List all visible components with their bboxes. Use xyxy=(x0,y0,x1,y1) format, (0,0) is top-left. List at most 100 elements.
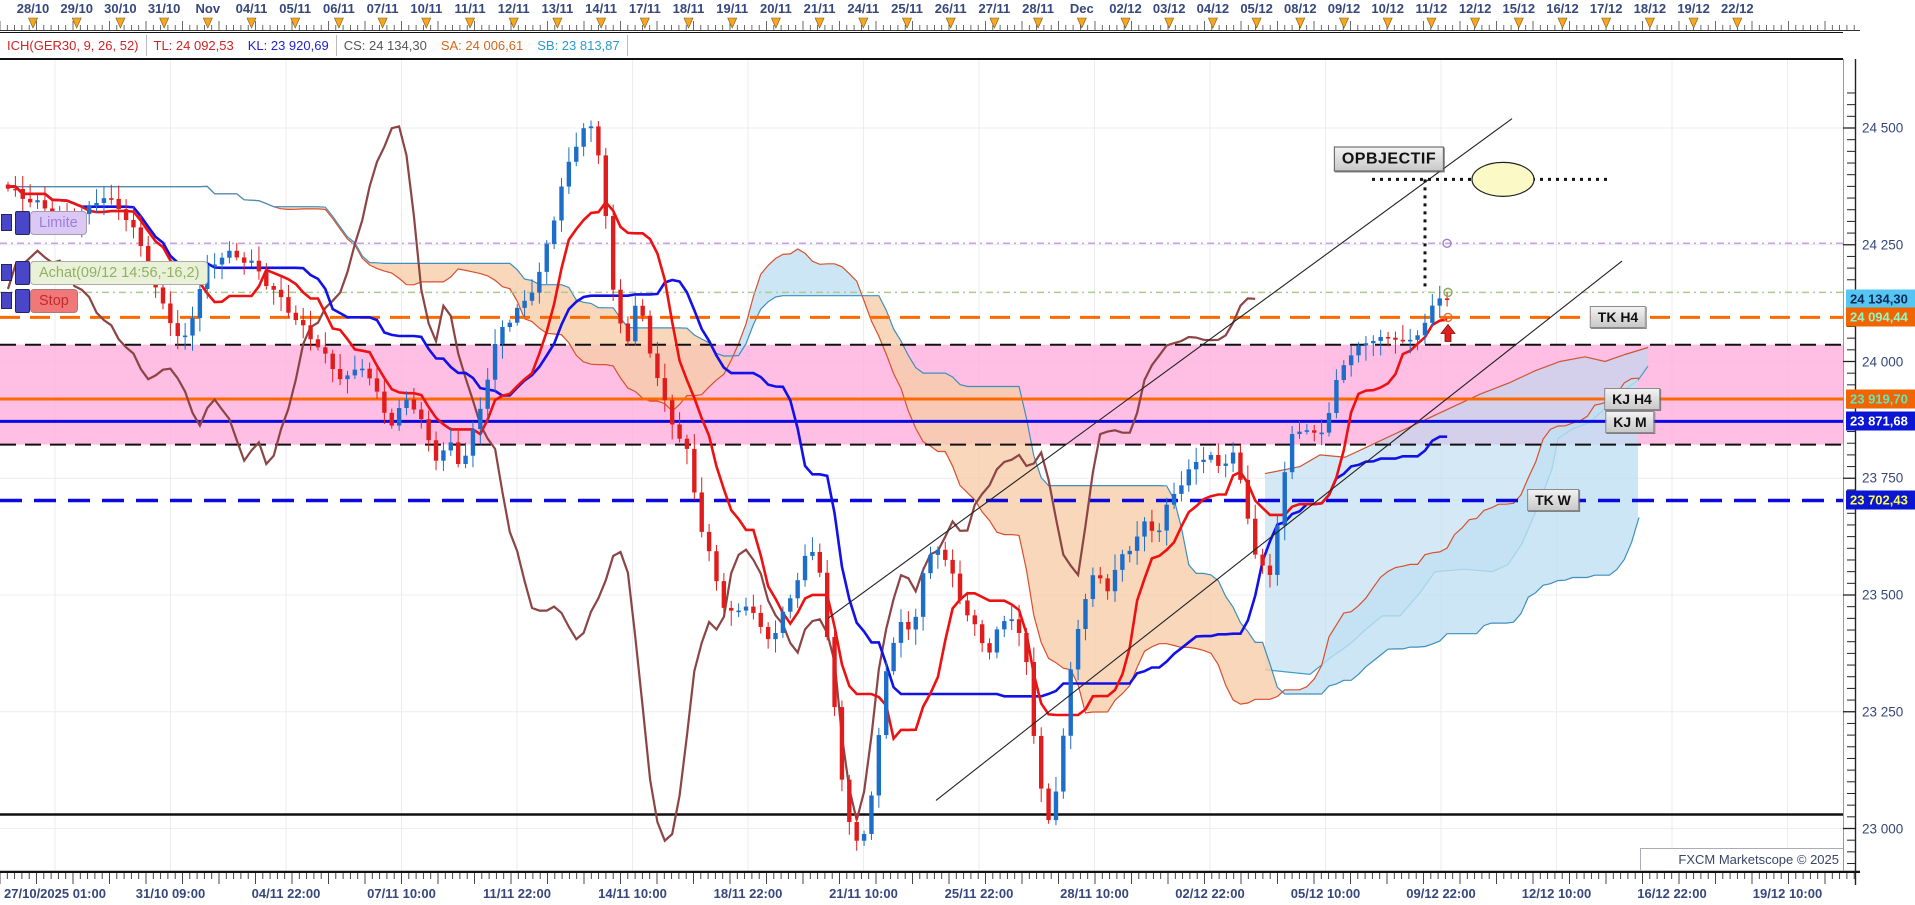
date-label: 18/11 xyxy=(672,1,705,16)
separator xyxy=(145,35,147,56)
date-label: 04/12 xyxy=(1196,1,1230,16)
stop-drag-handle[interactable] xyxy=(15,289,30,313)
current-price-tag: 23 919,70 xyxy=(1846,389,1915,409)
bottom-ruler xyxy=(0,872,1860,884)
time-axis-label: 07/11 10:00 xyxy=(367,886,436,901)
kj-m-label[interactable]: KJ M xyxy=(1605,411,1655,434)
point-marker xyxy=(1443,287,1453,298)
date-label: 03/12 xyxy=(1152,1,1186,16)
date-label: 16/12 xyxy=(1546,1,1579,16)
time-axis-label: 04/11 22:00 xyxy=(251,886,321,901)
price-axis-label: 24 000 xyxy=(1862,354,1904,369)
objective-ellipse xyxy=(1471,161,1535,197)
achat-line-handle[interactable] xyxy=(1,264,12,281)
price-axis-label: 23 500 xyxy=(1862,587,1904,603)
date-label: 26/11 xyxy=(934,1,967,16)
date-label: 18/12 xyxy=(1633,1,1667,16)
date-label: 24/11 xyxy=(847,1,880,16)
time-axis-label: 19/12 10:00 xyxy=(1752,886,1823,901)
date-label: 25/11 xyxy=(891,1,923,16)
indicator-value: ICH(GER30, 9, 26, 52) xyxy=(7,38,139,53)
date-label: 15/12 xyxy=(1502,1,1536,16)
time-axis-label: 31/10 09:00 xyxy=(135,886,206,901)
buy-position-label[interactable]: Achat(09/12 14:56,-16,2) xyxy=(30,261,209,285)
indicator-bar: ICH(GER30, 9, 26, 52) TL: 24 092,53 KL: 23… xyxy=(0,32,1843,60)
indicator-value: SB: 23 813,87 xyxy=(537,38,620,53)
time-axis-label: 21/11 10:00 xyxy=(829,886,898,901)
date-label: 08/12 xyxy=(1284,1,1317,16)
time-axis-label: 09/12 22:00 xyxy=(1406,886,1476,901)
date-label: Nov xyxy=(195,1,221,16)
up-arrow-marker xyxy=(1440,323,1456,342)
date-label: 22/12 xyxy=(1721,1,1754,16)
date-label: 12/12 xyxy=(1458,1,1492,16)
time-axis-label: 11/11 22:00 xyxy=(483,886,551,901)
tk-w-label[interactable]: TK W xyxy=(1527,489,1579,512)
date-label: 31/10 xyxy=(147,1,181,16)
date-label: 20/11 xyxy=(759,1,792,16)
point-marker xyxy=(1442,238,1452,249)
limit-order-label[interactable]: Limite xyxy=(30,211,87,235)
limite-line-handle[interactable] xyxy=(1,214,12,231)
trendline-2 xyxy=(935,260,1623,801)
date-label: 05/12 xyxy=(1240,1,1273,16)
current-price-tag: 24 094,44 xyxy=(1846,307,1915,327)
date-label: 28/10 xyxy=(16,1,50,16)
date-label: 11/12 xyxy=(1415,1,1448,16)
date-label: 06/11 xyxy=(322,1,355,16)
time-axis-label: 12/12 10:00 xyxy=(1521,886,1592,901)
indicator-value: CS: 24 134,30 xyxy=(343,38,427,53)
date-label: Dec xyxy=(1069,1,1094,16)
date-label: 09/12 xyxy=(1327,1,1361,16)
chikou-line xyxy=(6,125,1256,843)
date-label: 10/11 xyxy=(410,1,443,16)
time-axis-label: 18/11 22:00 xyxy=(713,886,783,901)
plot-area xyxy=(0,59,1843,871)
level-lines xyxy=(0,242,1843,816)
indicator-value: TL: 24 092,53 xyxy=(153,38,234,53)
time-axis-label: 16/12 22:00 xyxy=(1637,886,1707,901)
price-axis-ticks xyxy=(1843,59,1857,885)
date-label: 17/11 xyxy=(628,1,661,16)
separator xyxy=(626,35,628,56)
kijun-line xyxy=(7,185,1448,698)
date-label: 05/11 xyxy=(279,1,312,16)
trendline-1 xyxy=(827,118,1513,619)
price-axis-label: 23 750 xyxy=(1862,470,1904,486)
date-label: 07/11 xyxy=(366,1,399,16)
date-label: 30/10 xyxy=(104,1,137,16)
tk-h4-label[interactable]: TK H4 xyxy=(1589,306,1647,329)
top-ruler xyxy=(0,17,1860,31)
date-label: 19/11 xyxy=(716,1,749,16)
kj-h4-label[interactable]: KJ H4 xyxy=(1604,388,1660,410)
date-label: 29/10 xyxy=(60,1,93,16)
date-label: 13/11 xyxy=(541,1,574,16)
current-price-tag: 24 134,30 xyxy=(1846,289,1915,309)
time-axis-label: 05/12 10:00 xyxy=(1290,886,1361,901)
date-label: 17/12 xyxy=(1589,1,1623,16)
price-axis-label: 24 250 xyxy=(1862,237,1904,253)
date-label: 28/11 xyxy=(1022,1,1055,16)
time-axis-label: 02/12 22:00 xyxy=(1175,886,1245,901)
indicator-value: KL: 23 920,69 xyxy=(247,38,329,53)
achat-drag-handle[interactable] xyxy=(15,261,30,285)
time-axis-label: 27/10/2025 01:00 xyxy=(4,886,106,901)
time-axis-label: 25/11 22:00 xyxy=(944,886,1014,901)
stop-order-label[interactable]: Stop xyxy=(30,289,78,313)
price-axis-label: 24 500 xyxy=(1862,120,1904,136)
date-label: 04/11 xyxy=(235,1,268,16)
annotations-layer xyxy=(827,118,1623,801)
candles-layer xyxy=(5,120,1450,851)
date-label: 27/11 xyxy=(978,1,1011,16)
limite-drag-handle[interactable] xyxy=(15,211,30,235)
date-label: 11/11 xyxy=(454,1,486,16)
date-label: 19/12 xyxy=(1677,1,1710,16)
price-axis-label: 23 250 xyxy=(1862,704,1904,720)
stop-line-handle[interactable] xyxy=(1,292,12,309)
indicator-value: SA: 24 006,61 xyxy=(440,38,524,53)
watermark-credit: FXCM Marketscope © 2025 xyxy=(1640,848,1843,870)
objective-label[interactable]: OPBJECTIF xyxy=(1333,146,1445,172)
point-marker xyxy=(1443,312,1453,323)
